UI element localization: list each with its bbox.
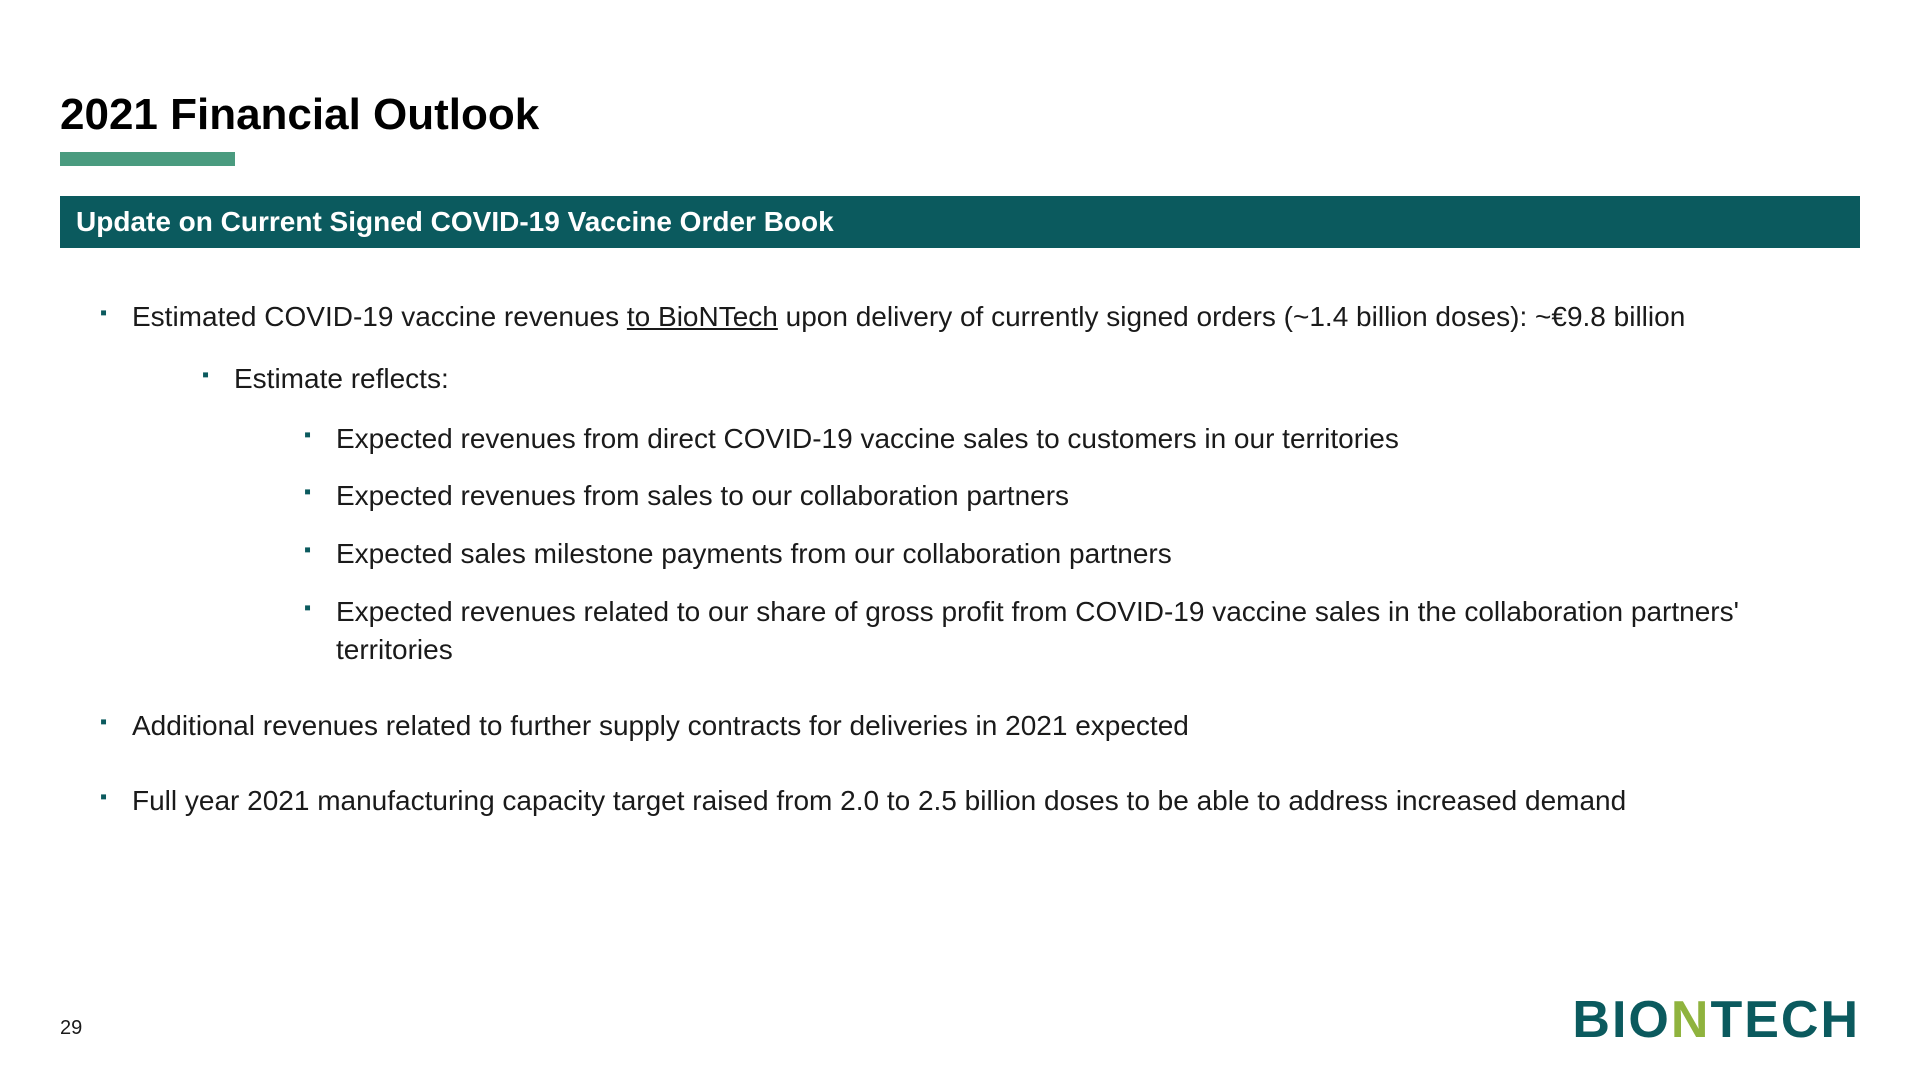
- logo-text-part: BIO: [1572, 991, 1670, 1049]
- bullet-item: Expected sales milestone payments from o…: [304, 535, 1860, 573]
- title-underline-bar: [60, 152, 235, 166]
- biontech-logo: BIONTECH: [1572, 990, 1860, 1050]
- slide-title: 2021 Financial Outlook: [60, 90, 1860, 140]
- bullet-item: Expected revenues related to our share o…: [304, 593, 1860, 669]
- logo-text-part: TECH: [1710, 991, 1860, 1049]
- bullet-item: Estimated COVID-19 vaccine revenues to B…: [100, 298, 1860, 669]
- bullet-text-part: Estimated COVID-19 vaccine revenues: [132, 301, 627, 332]
- bullet-text-part: upon delivery of currently signed orders…: [778, 301, 1685, 332]
- logo-text-accent: N: [1671, 991, 1711, 1049]
- bullet-text-underlined: to BioNTech: [627, 301, 778, 332]
- page-number: 29: [60, 1017, 82, 1040]
- bullet-item: Expected revenues from direct COVID-19 v…: [304, 420, 1860, 458]
- bullet-item: Expected revenues from sales to our coll…: [304, 477, 1860, 515]
- bullet-item: Additional revenues related to further s…: [100, 707, 1860, 745]
- bullet-item: Estimate reflects: Expected revenues fro…: [202, 360, 1860, 669]
- bullet-item: Full year 2021 manufacturing capacity ta…: [100, 782, 1860, 820]
- bullet-text: Estimate reflects:: [234, 363, 449, 394]
- bullet-list-level1: Estimated COVID-19 vaccine revenues to B…: [60, 298, 1860, 820]
- bullet-list-level2: Estimate reflects: Expected revenues fro…: [132, 360, 1860, 669]
- bullet-list-level3: Expected revenues from direct COVID-19 v…: [234, 420, 1860, 669]
- section-header: Update on Current Signed COVID-19 Vaccin…: [60, 196, 1860, 248]
